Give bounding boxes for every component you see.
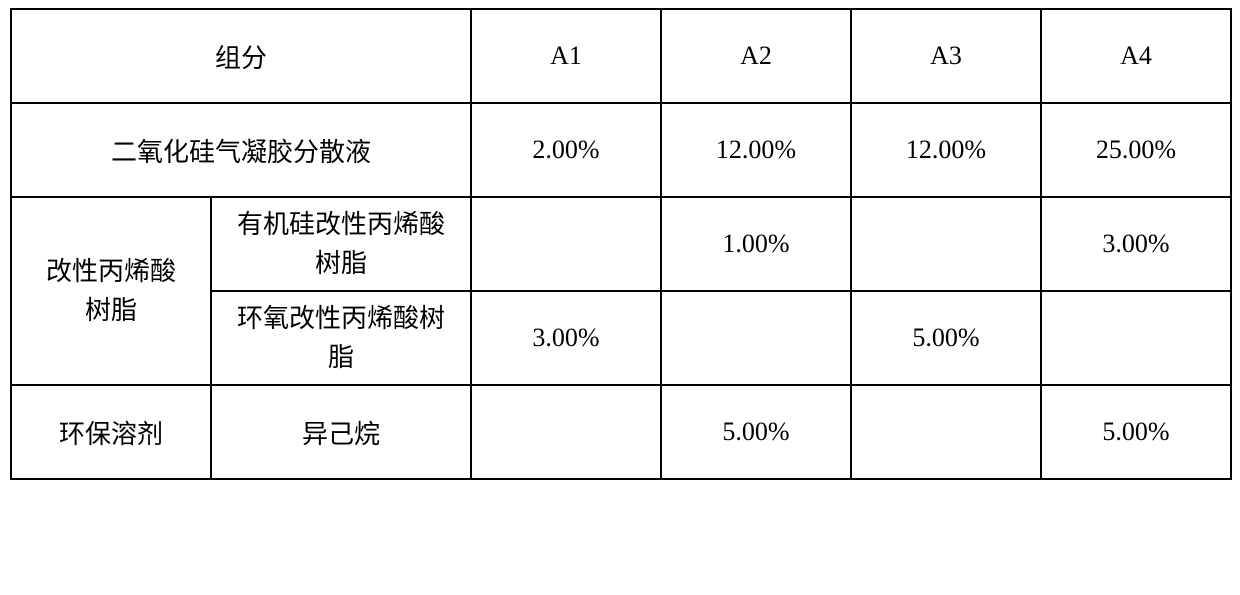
cell-value: 1.00%	[661, 197, 851, 291]
cell-value	[471, 197, 661, 291]
header-col-a1: A1	[471, 9, 661, 103]
row-modified-acrylic-label: 改性丙烯酸树脂	[11, 197, 211, 385]
cell-value	[851, 385, 1041, 479]
cell-value: 3.00%	[471, 291, 661, 385]
cell-value	[851, 197, 1041, 291]
cell-value: 5.00%	[661, 385, 851, 479]
cell-value: 2.00%	[471, 103, 661, 197]
row-eco-solvent-label: 环保溶剂	[11, 385, 211, 479]
header-component: 组分	[11, 9, 471, 103]
table-row: 组分 A1 A2 A3 A4	[11, 9, 1231, 103]
row-epoxy-modified-label: 环氧改性丙烯酸树脂	[211, 291, 471, 385]
table-row: 环保溶剂 异己烷 5.00% 5.00%	[11, 385, 1231, 479]
row-isohexane-label: 异己烷	[211, 385, 471, 479]
cell-value	[471, 385, 661, 479]
table-row: 二氧化硅气凝胶分散液 2.00% 12.00% 12.00% 25.00%	[11, 103, 1231, 197]
row-silica-aerogel-label: 二氧化硅气凝胶分散液	[11, 103, 471, 197]
cell-value	[1041, 291, 1231, 385]
composition-table: 组分 A1 A2 A3 A4 二氧化硅气凝胶分散液 2.00% 12.00% 1…	[10, 8, 1232, 480]
composition-table-container: 组分 A1 A2 A3 A4 二氧化硅气凝胶分散液 2.00% 12.00% 1…	[0, 0, 1240, 488]
cell-value: 5.00%	[851, 291, 1041, 385]
cell-value: 3.00%	[1041, 197, 1231, 291]
table-row: 改性丙烯酸树脂 有机硅改性丙烯酸树脂 1.00% 3.00%	[11, 197, 1231, 291]
cell-value: 5.00%	[1041, 385, 1231, 479]
header-col-a3: A3	[851, 9, 1041, 103]
cell-value: 12.00%	[661, 103, 851, 197]
row-silicone-modified-label: 有机硅改性丙烯酸树脂	[211, 197, 471, 291]
cell-value: 12.00%	[851, 103, 1041, 197]
header-col-a4: A4	[1041, 9, 1231, 103]
cell-value	[661, 291, 851, 385]
header-col-a2: A2	[661, 9, 851, 103]
cell-value: 25.00%	[1041, 103, 1231, 197]
